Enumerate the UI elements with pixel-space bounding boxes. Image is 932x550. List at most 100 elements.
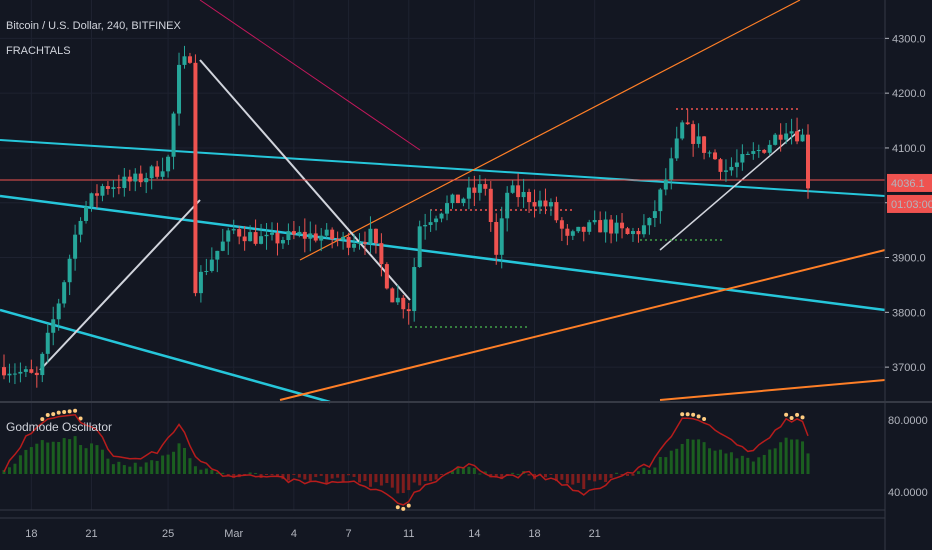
- candle-body: [614, 222, 619, 234]
- osc-histogram-bar: [412, 474, 416, 483]
- osc-extreme-dot: [680, 412, 685, 417]
- candle-body: [62, 282, 67, 304]
- osc-histogram-bar: [90, 443, 94, 474]
- time-tick-label: 11: [403, 528, 414, 540]
- candle-body: [756, 149, 761, 152]
- osc-extreme-dot: [62, 409, 67, 414]
- osc-histogram-bar: [576, 474, 580, 483]
- osc-histogram-bar: [494, 474, 498, 478]
- candle-body: [554, 202, 559, 221]
- osc-histogram-bar: [478, 473, 482, 475]
- osc-histogram-bar: [2, 470, 6, 474]
- osc-histogram-bar: [762, 454, 766, 474]
- candle-body: [302, 231, 307, 239]
- time-tick-label: 7: [346, 528, 352, 540]
- candle-body: [499, 218, 504, 255]
- osc-histogram-bar: [757, 457, 761, 474]
- candle-body: [155, 166, 160, 177]
- candle-body: [685, 122, 690, 125]
- osc-histogram-bar: [46, 442, 50, 474]
- osc-histogram-bar: [642, 467, 646, 474]
- candle-body: [105, 186, 110, 189]
- candle-body: [187, 56, 192, 63]
- white-trend-1: [39, 199, 201, 371]
- candle-body: [368, 228, 373, 244]
- osc-extreme-dot: [395, 505, 400, 510]
- candle-body: [603, 219, 608, 233]
- candle-body: [29, 369, 34, 373]
- osc-histogram-bar: [122, 465, 126, 474]
- candle-body: [12, 373, 17, 375]
- osc-histogram-bar: [13, 463, 17, 474]
- candle-body: [346, 236, 351, 248]
- candle-body: [696, 136, 701, 144]
- candle-body: [56, 303, 61, 320]
- candle-body: [494, 222, 499, 255]
- cyan-channel-upper: [0, 139, 886, 197]
- osc-histogram-bar: [680, 443, 684, 474]
- candle-body: [423, 224, 428, 227]
- osc-histogram-bar: [84, 448, 88, 474]
- candle-body: [275, 232, 280, 244]
- osc-extreme-dot: [45, 412, 50, 417]
- time-tick-label: 18: [528, 528, 540, 540]
- cyan-channel-middle: [0, 194, 886, 312]
- candle-body: [122, 176, 127, 188]
- time-tick-label: Mar: [224, 528, 243, 540]
- candle-body: [171, 113, 176, 157]
- osc-histogram-bar: [161, 455, 165, 474]
- time-tick-label: 25: [162, 528, 174, 540]
- osc-histogram-bar: [390, 474, 394, 488]
- candle-body: [352, 243, 357, 248]
- candle-body: [18, 371, 23, 374]
- osc-histogram-bar: [724, 453, 728, 474]
- candle-body: [669, 158, 674, 180]
- candle-body: [745, 153, 750, 155]
- candle-body: [264, 234, 269, 237]
- candle-body: [505, 192, 510, 219]
- osc-histogram-bar: [286, 474, 290, 481]
- osc-histogram-bar: [418, 474, 422, 486]
- osc-histogram-bar: [325, 474, 329, 484]
- osc-histogram-bar: [57, 441, 61, 474]
- candle-body: [663, 179, 668, 190]
- osc-histogram-bar: [784, 437, 788, 474]
- candle-body: [45, 332, 50, 354]
- osc-histogram-bar: [560, 474, 564, 480]
- osc-histogram-bar: [106, 458, 110, 474]
- candle-body: [548, 202, 553, 207]
- countdown-label: 01:03:00: [891, 199, 932, 211]
- price-tick-label: 4100.0: [892, 143, 926, 155]
- osc-histogram-bar: [319, 474, 323, 476]
- chart-grid: [0, 0, 885, 510]
- candle-body: [209, 259, 214, 271]
- osc-extreme-dot: [784, 412, 789, 417]
- osc-histogram-bar: [51, 441, 55, 474]
- magenta-trend: [199, 0, 421, 151]
- candle-body: [362, 242, 367, 244]
- candle-body: [319, 235, 324, 241]
- osc-histogram-bar: [358, 474, 362, 483]
- osc-extreme-dot: [685, 412, 690, 417]
- candle-body: [138, 173, 143, 183]
- candle-body: [116, 187, 121, 189]
- candle-body: [455, 194, 460, 204]
- candle-body: [34, 372, 39, 376]
- candle-body: [581, 226, 586, 232]
- osc-histogram-bar: [347, 474, 351, 476]
- candle-body: [428, 222, 433, 225]
- candle-body: [253, 232, 258, 244]
- osc-histogram-bar: [204, 468, 208, 474]
- osc-histogram-bar: [751, 461, 755, 474]
- osc-histogram-bar: [62, 438, 66, 474]
- osc-histogram-bar: [686, 438, 690, 474]
- osc-histogram-bar: [210, 470, 214, 474]
- candle-body: [231, 229, 236, 231]
- candle-body: [100, 186, 105, 196]
- osc-histogram-bar: [368, 474, 372, 487]
- candle-body: [702, 136, 707, 153]
- osc-histogram-bar: [303, 474, 307, 480]
- osc-histogram-bar: [111, 464, 115, 474]
- osc-histogram-bar: [341, 474, 345, 483]
